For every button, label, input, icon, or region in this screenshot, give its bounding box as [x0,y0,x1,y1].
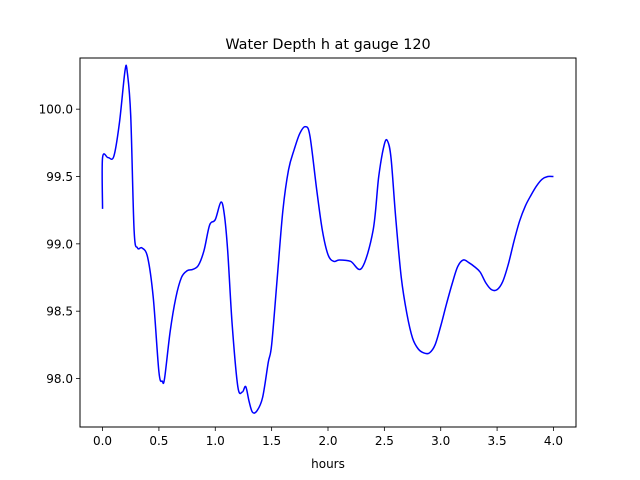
series-line-0 [101,64,554,414]
x-axis-label: hours [311,457,345,471]
plot-area [101,64,554,414]
x-tick-label: 2.0 [318,434,337,448]
y-axis: 98.0 98.5 99.0 99.5 100.0 [39,103,80,386]
x-tick-label: 0.0 [93,434,112,448]
chart-title: Water Depth h at gauge 120 [225,37,430,53]
y-tick-label: 99.0 [46,237,73,251]
y-tick-label: 98.0 [46,372,73,386]
x-tick-label: 1.0 [206,434,225,448]
y-tick-label: 100.0 [39,103,73,117]
x-tick-label: 1.5 [262,434,281,448]
x-tick-label: 4.0 [544,434,563,448]
x-tick-label: 2.5 [375,434,394,448]
x-tick-label: 0.5 [149,434,168,448]
y-tick-label: 99.5 [46,170,73,184]
x-tick-label: 3.5 [488,434,507,448]
x-tick-label: 3.0 [431,434,450,448]
x-axis: 0.0 0.5 1.0 1.5 2.0 2.5 3.0 3.5 4.0 [93,427,563,448]
y-tick-label: 98.5 [46,305,73,319]
